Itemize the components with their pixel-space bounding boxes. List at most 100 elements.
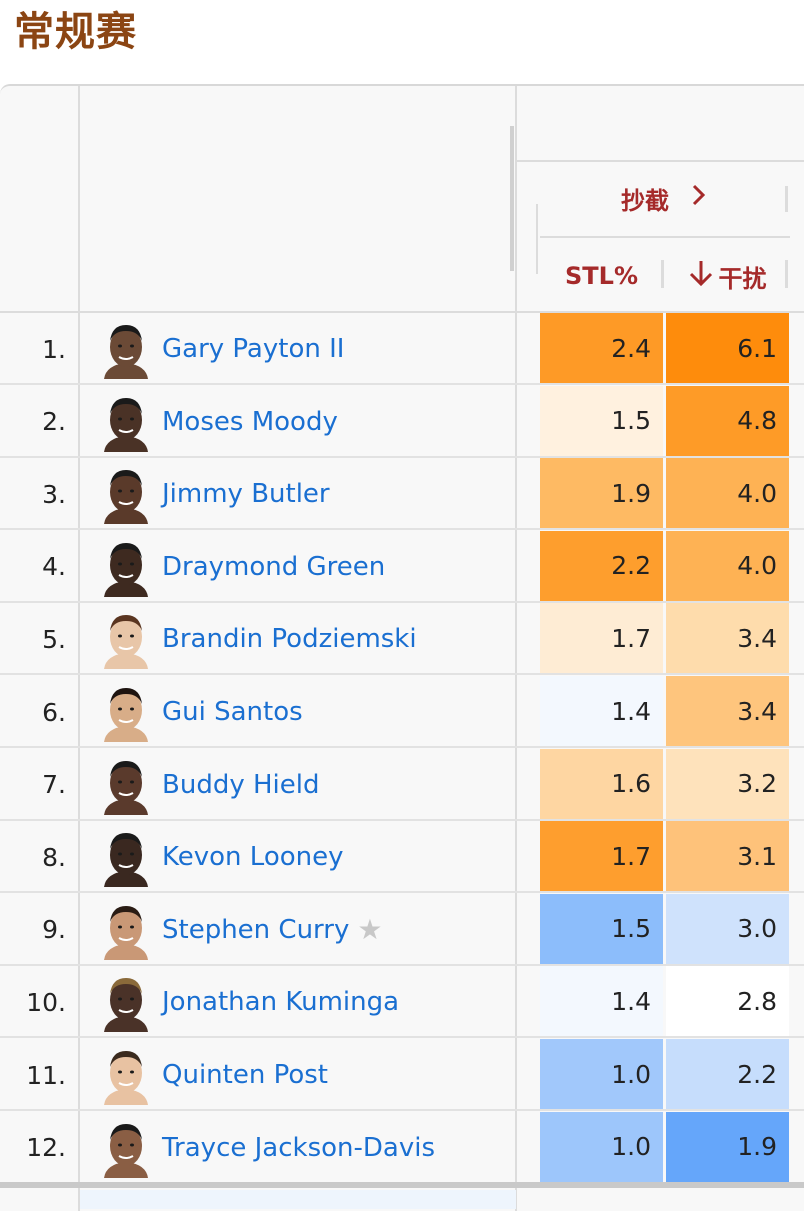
table-footer: [80, 1190, 516, 1209]
row-divider: [0, 600, 804, 603]
stl-pct-cell: 1.0: [540, 1111, 663, 1182]
player-avatar[interactable]: [98, 319, 154, 379]
group-header-label: 抄截: [621, 186, 669, 215]
player-name-link[interactable]: Stephen Curry ★: [162, 894, 382, 966]
stl-pct-cell: 2.4: [540, 313, 663, 383]
table-row: 11. Quinten Post 1.0 2.2: [0, 1039, 804, 1111]
stl-pct-cell: 2.2: [540, 530, 663, 601]
player-name-link[interactable]: Buddy Hield: [162, 749, 319, 821]
interference-cell: 4.0: [666, 458, 789, 529]
chevron-right-icon[interactable]: [691, 183, 707, 214]
row-divider: [0, 673, 804, 676]
row-divider: [0, 1036, 804, 1039]
player-name-link[interactable]: Gui Santos: [162, 676, 303, 748]
interference-cell: 4.8: [666, 385, 789, 456]
column-header-interference[interactable]: 干扰: [666, 256, 789, 296]
stl-pct-cell: 1.4: [540, 966, 663, 1037]
player-avatar[interactable]: [98, 537, 154, 597]
player-avatar[interactable]: [98, 900, 154, 960]
stl-pct-cell: 1.7: [540, 603, 663, 674]
column-divider: [785, 260, 788, 288]
player-avatar[interactable]: [98, 609, 154, 670]
player-avatar[interactable]: [98, 1045, 154, 1105]
rank-number: 8.: [42, 842, 66, 872]
interference-cell: 1.9: [666, 1111, 789, 1182]
player-name: Gary Payton II: [162, 334, 345, 364]
interference-cell: 6.1: [666, 313, 789, 383]
interference-cell: 4.0: [666, 530, 789, 601]
rank-number: 12.: [26, 1133, 66, 1163]
player-avatar[interactable]: [98, 1118, 154, 1178]
sort-down-arrow-icon: [689, 259, 713, 293]
rank-number: 3.: [42, 479, 66, 509]
row-divider: [0, 818, 804, 821]
player-avatar[interactable]: [98, 464, 154, 525]
player-name: Buddy Hield: [162, 769, 320, 800]
group-header-steals[interactable]: 抄截: [540, 176, 788, 220]
row-divider: [0, 383, 804, 385]
rank-number: 11.: [26, 1060, 66, 1090]
row-divider: [0, 1109, 804, 1111]
player-name: Jimmy Butler: [162, 479, 330, 510]
player-name-link[interactable]: Kevon Looney: [162, 821, 344, 893]
column-header-label: 干扰: [718, 264, 767, 293]
table-row: 6. Gui Santos 1.4 3.4: [0, 676, 804, 748]
horizontal-scrollbar[interactable]: [0, 1182, 804, 1188]
player-name-link[interactable]: Trayce Jackson-Davis: [162, 1112, 435, 1184]
table-row: 9. Stephen Curry ★ 1.5 3.0: [0, 893, 804, 966]
player-name-link[interactable]: Quinten Post: [162, 1039, 328, 1111]
row-divider: [0, 455, 804, 458]
column-divider: [785, 186, 788, 212]
section-title: 常规赛: [14, 9, 137, 55]
stl-pct-cell: 1.5: [540, 385, 663, 456]
interference-cell: 3.2: [666, 748, 789, 819]
header-divider: [540, 236, 790, 238]
player-name-link[interactable]: Draymond Green: [162, 531, 385, 603]
interference-cell: 3.0: [666, 893, 789, 964]
player-avatar[interactable]: [98, 755, 154, 815]
player-name: Brandin Podziemski: [162, 624, 417, 655]
player-avatar[interactable]: [98, 827, 154, 888]
player-avatar[interactable]: [98, 972, 154, 1033]
player-name-link[interactable]: Brandin Podziemski: [162, 603, 417, 675]
player-name-link[interactable]: Moses Moody: [162, 386, 338, 458]
rank-number: 10.: [26, 987, 66, 1017]
player-avatar[interactable]: [98, 392, 154, 452]
player-name: Draymond Green: [162, 551, 386, 582]
player-name: Stephen Curry: [162, 914, 350, 945]
table-row: 7. Buddy Hield 1.6 3.2: [0, 748, 804, 821]
player-name: Jonathan Kuminga: [162, 987, 400, 1018]
column-divider: [536, 204, 538, 274]
column-divider: [661, 260, 664, 288]
stl-pct-cell: 1.4: [540, 676, 663, 746]
player-name: Quinten Post: [162, 1060, 328, 1090]
interference-cell: 2.2: [666, 1039, 789, 1109]
column-header-stl-pct[interactable]: STL%: [540, 256, 663, 296]
column-divider: [78, 86, 80, 1211]
rank-number: 5.: [42, 624, 66, 654]
interference-cell: 3.4: [666, 676, 789, 746]
column-divider: [510, 126, 514, 271]
row-divider: [0, 746, 804, 748]
header-divider: [516, 160, 804, 162]
player-name-link[interactable]: Jonathan Kuminga: [162, 966, 399, 1038]
row-divider: [0, 963, 804, 966]
stl-pct-cell: 1.0: [540, 1039, 663, 1109]
table-row: 8. Kevon Looney 1.7 3.1: [0, 821, 804, 894]
player-name: Kevon Looney: [162, 842, 344, 873]
table-row: 10. Jonathan Kuminga 1.4 2.8: [0, 966, 804, 1039]
rank-number: 4.: [42, 552, 66, 582]
stl-pct-cell: 1.7: [540, 821, 663, 892]
player-avatar[interactable]: [98, 682, 154, 742]
column-divider: [515, 86, 517, 1211]
interference-cell: 3.4: [666, 603, 789, 674]
rank-number: 7.: [42, 770, 66, 800]
stl-pct-cell: 1.9: [540, 458, 663, 529]
player-name-link[interactable]: Gary Payton II: [162, 313, 344, 385]
player-name-link[interactable]: Jimmy Butler: [162, 458, 330, 530]
table-row: 3. Jimmy Butler 1.9 4.0: [0, 458, 804, 531]
player-name: Moses Moody: [162, 406, 338, 437]
player-name: Gui Santos: [162, 697, 303, 727]
table-row: 5. Brandin Podziemski 1.7 3.4: [0, 603, 804, 676]
player-name: Trayce Jackson-Davis: [162, 1132, 435, 1163]
